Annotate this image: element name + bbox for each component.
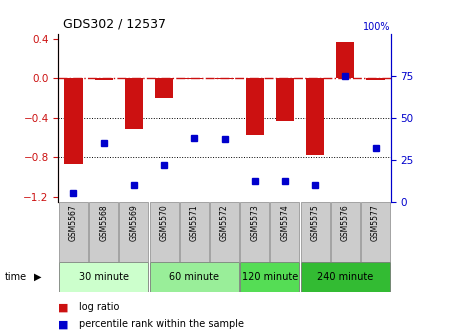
- Text: 120 minute: 120 minute: [242, 272, 298, 282]
- FancyBboxPatch shape: [150, 202, 179, 262]
- Text: GSM5567: GSM5567: [69, 205, 78, 241]
- FancyBboxPatch shape: [361, 202, 390, 262]
- Bar: [216, 78, 233, 79]
- Text: ▶: ▶: [34, 272, 42, 282]
- Text: ■: ■: [58, 302, 69, 312]
- Text: 60 minute: 60 minute: [169, 272, 219, 282]
- FancyBboxPatch shape: [119, 202, 148, 262]
- FancyBboxPatch shape: [301, 202, 330, 262]
- FancyBboxPatch shape: [331, 202, 360, 262]
- FancyBboxPatch shape: [270, 202, 299, 262]
- Bar: [185, 78, 203, 79]
- FancyBboxPatch shape: [301, 262, 390, 292]
- Bar: [366, 78, 385, 80]
- FancyBboxPatch shape: [59, 262, 148, 292]
- Text: 30 minute: 30 minute: [79, 272, 129, 282]
- Bar: [125, 78, 143, 129]
- Text: GSM5571: GSM5571: [190, 205, 199, 241]
- Bar: [306, 78, 324, 155]
- Bar: [64, 78, 83, 164]
- Text: 100%: 100%: [363, 22, 391, 32]
- Text: GSM5575: GSM5575: [311, 205, 320, 241]
- FancyBboxPatch shape: [180, 202, 209, 262]
- Bar: [155, 78, 173, 98]
- FancyBboxPatch shape: [150, 262, 239, 292]
- FancyBboxPatch shape: [240, 262, 299, 292]
- Bar: [276, 78, 294, 121]
- FancyBboxPatch shape: [240, 202, 269, 262]
- Text: GSM5569: GSM5569: [129, 205, 138, 241]
- FancyBboxPatch shape: [89, 202, 118, 262]
- Text: GSM5568: GSM5568: [99, 205, 108, 241]
- Bar: [246, 78, 264, 135]
- FancyBboxPatch shape: [59, 202, 88, 262]
- Bar: [336, 42, 354, 78]
- Text: percentile rank within the sample: percentile rank within the sample: [79, 319, 243, 329]
- Text: GSM5577: GSM5577: [371, 205, 380, 241]
- Text: ■: ■: [58, 319, 69, 329]
- Text: GSM5572: GSM5572: [220, 205, 229, 241]
- Text: GSM5570: GSM5570: [159, 205, 168, 241]
- Bar: [95, 78, 113, 80]
- Text: GSM5573: GSM5573: [250, 205, 259, 241]
- Text: 240 minute: 240 minute: [317, 272, 374, 282]
- Text: GSM5574: GSM5574: [281, 205, 290, 241]
- Text: GSM5576: GSM5576: [341, 205, 350, 241]
- Text: GDS302 / 12537: GDS302 / 12537: [63, 17, 166, 30]
- FancyBboxPatch shape: [210, 202, 239, 262]
- Text: log ratio: log ratio: [79, 302, 119, 312]
- Text: time: time: [4, 272, 26, 282]
